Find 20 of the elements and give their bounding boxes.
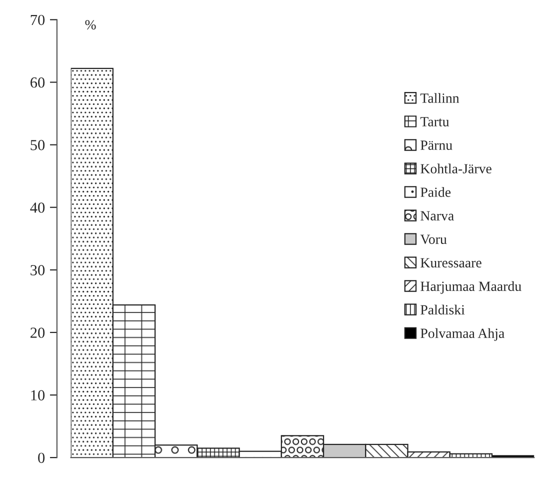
y-tick-label: 70 bbox=[30, 14, 45, 26]
y-axis-title: % bbox=[85, 20, 96, 30]
y-tick-label: 0 bbox=[38, 452, 45, 464]
legend-label: Polvamaa Ahja bbox=[420, 328, 504, 341]
legend-label: Paide bbox=[420, 187, 451, 197]
legend-label: Tallinn bbox=[420, 93, 460, 103]
legend-label: Voru bbox=[420, 234, 447, 244]
y-tick-label: 10 bbox=[31, 390, 45, 400]
y-tick-label: 40 bbox=[30, 202, 45, 213]
legend-label: Kohtla-Järve bbox=[420, 164, 492, 174]
y-tick-label: 50 bbox=[30, 140, 45, 150]
legend-label: Paldiski bbox=[420, 304, 465, 315]
y-tick-label: 20 bbox=[30, 328, 45, 338]
y-tick-label: 30 bbox=[30, 265, 45, 276]
legend-label: Kuressaare bbox=[420, 258, 482, 268]
y-tick-label: 60 bbox=[30, 77, 45, 88]
legend-label: Narva bbox=[420, 211, 454, 220]
legend-label: Pärnu bbox=[420, 140, 452, 150]
legend-label: Tartu bbox=[420, 117, 450, 126]
legend-label: Harjumaa Maardu bbox=[420, 281, 522, 294]
